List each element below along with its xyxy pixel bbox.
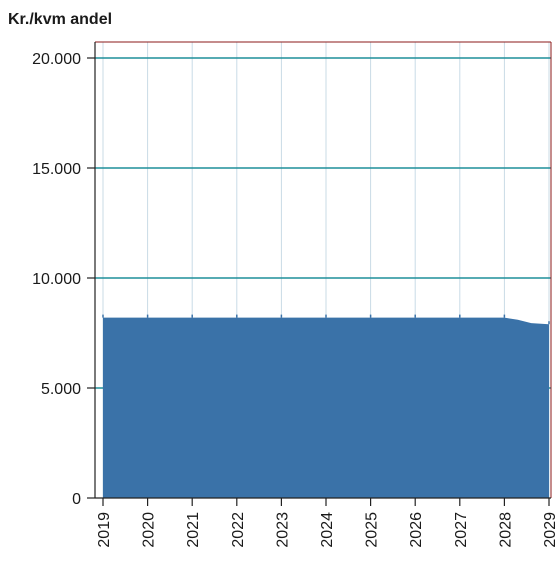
x-tick-label: 2024 [319,512,336,548]
y-axis: 0 5.000 10.000 15.000 20.000 [32,42,96,508]
x-tick-label: 2022 [230,512,247,548]
y-axis-label: Kr./kvm andel [8,11,112,28]
area-series [102,314,550,498]
x-tick-label: 2026 [408,512,425,548]
y-tick-label: 10.000 [32,271,81,288]
x-tick-label: 2019 [96,512,113,548]
x-tick-label: 2023 [274,512,291,548]
x-tick-label: 2025 [364,512,381,548]
y-tick-label: 15.000 [32,161,81,178]
x-tick-label: 2028 [497,512,514,548]
y-tick-label: 20.000 [32,51,81,68]
x-axis: 2019 2020 2021 2022 2023 2024 2025 2026 2027 2028… [95,497,559,548]
x-tick-label: 2027 [453,512,470,548]
y-tick-label: 0 [72,491,81,508]
area-series-0 [103,317,549,498]
x-tick-label: 2029 [542,512,559,548]
x-tick-label: 2021 [185,512,202,548]
x-tick-label: 2020 [141,512,158,548]
y-tick-label: 5.000 [41,381,81,398]
